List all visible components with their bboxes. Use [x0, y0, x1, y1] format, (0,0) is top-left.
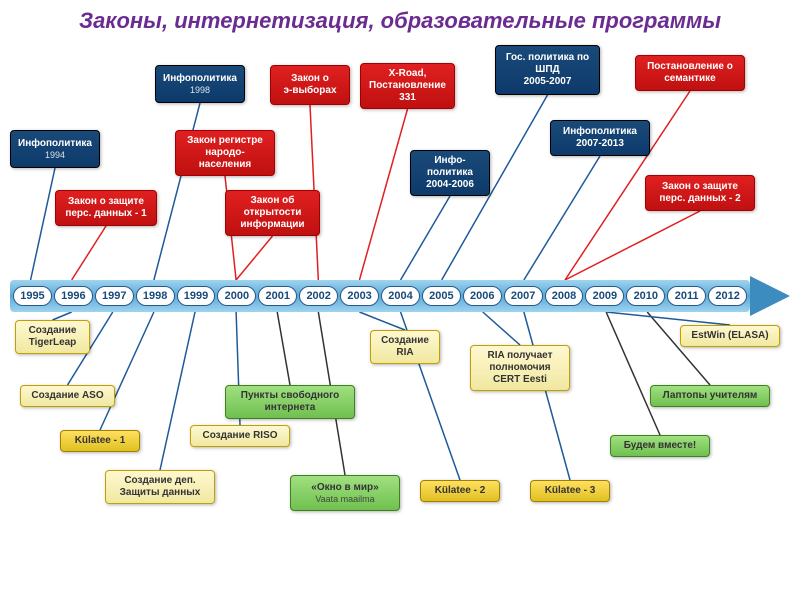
- node-kulatee1: Külatee - 1: [60, 430, 140, 452]
- timeline: 1995199619971998199920002001200220032004…: [10, 280, 790, 312]
- page-title: Законы, интернетизация, образовательные …: [0, 8, 800, 34]
- node-sublabel: Vaata maailma: [315, 494, 374, 505]
- node-semantic: Постановление осемантике: [635, 55, 745, 91]
- node-infopol94: Инфополитика1994: [10, 130, 100, 168]
- node-label: Пункты свободногоинтернета: [241, 390, 340, 414]
- node-label: Закон о защитеперс. данных - 2: [659, 181, 740, 205]
- node-dept: Создание деп.Защиты данных: [105, 470, 215, 504]
- year-2000: 2000: [217, 286, 256, 306]
- year-2010: 2010: [626, 286, 665, 306]
- year-2007: 2007: [504, 286, 543, 306]
- node-pd2: Закон о защитеперс. данных - 2: [645, 175, 755, 211]
- year-2003: 2003: [340, 286, 379, 306]
- node-kulatee3: Külatee - 3: [530, 480, 610, 502]
- year-2001: 2001: [258, 286, 297, 306]
- node-freeinet: Пункты свободногоинтернета: [225, 385, 355, 419]
- node-label: Создание деп.Защиты данных: [120, 475, 201, 499]
- year-2002: 2002: [299, 286, 338, 306]
- node-xroad: X-Road,Постановление331: [360, 63, 455, 109]
- node-openinfo: Закон оботкрытостиинформации: [225, 190, 320, 236]
- node-label: X-Road,Постановление331: [369, 68, 446, 104]
- node-label: RIA получаетполномочияCERT Eesti: [487, 350, 552, 386]
- timeline-bar: 1995199619971998199920002001200220032004…: [10, 280, 750, 312]
- node-label: Инфополитика: [163, 73, 237, 85]
- node-label: Создание ASO: [31, 390, 103, 402]
- node-riso: Создание RISO: [190, 425, 290, 447]
- node-label: Будем вместе!: [624, 440, 697, 452]
- node-vaata: «Окно в мир»Vaata maailma: [290, 475, 400, 511]
- year-2011: 2011: [667, 286, 706, 306]
- node-label: Инфополитика2007-2013: [563, 126, 637, 150]
- year-2008: 2008: [545, 286, 584, 306]
- node-sublabel: 1998: [190, 85, 210, 96]
- node-label: Külatee - 1: [75, 435, 126, 447]
- node-label: Создание RISO: [202, 430, 277, 442]
- node-tigerleap: СозданиеTigerLeap: [15, 320, 90, 354]
- node-pd1: Закон о защитеперс. данных - 1: [55, 190, 157, 226]
- timeline-arrow-icon: [750, 276, 790, 316]
- node-registr: Закон регистренародо-населения: [175, 130, 275, 176]
- node-label: Инфо-политика2004-2006: [426, 155, 474, 191]
- year-2012: 2012: [708, 286, 747, 306]
- node-sublabel: 1994: [45, 150, 65, 161]
- node-label: EstWin (ELASA): [691, 330, 768, 342]
- node-estwin: EstWin (ELASA): [680, 325, 780, 347]
- node-label: Постановление осемантике: [647, 61, 733, 85]
- year-1998: 1998: [136, 286, 175, 306]
- node-budem: Будем вместе!: [610, 435, 710, 457]
- node-label: Закон о защитеперс. данных - 1: [65, 196, 146, 220]
- year-2005: 2005: [422, 286, 461, 306]
- node-label: «Окно в мир»: [311, 482, 378, 494]
- node-label: Külatee - 3: [545, 485, 596, 497]
- node-laptops: Лаптопы учителям: [650, 385, 770, 407]
- year-1999: 1999: [177, 286, 216, 306]
- node-cert: RIA получаетполномочияCERT Eesti: [470, 345, 570, 391]
- node-label: Закон оэ-выборах: [283, 73, 336, 97]
- node-infopol0406: Инфо-политика2004-2006: [410, 150, 490, 196]
- node-ria: СозданиеRIA: [370, 330, 440, 364]
- year-2009: 2009: [585, 286, 624, 306]
- node-label: Закон регистренародо-населения: [187, 135, 263, 171]
- year-2006: 2006: [463, 286, 502, 306]
- node-label: Закон оботкрытостиинформации: [240, 195, 304, 231]
- node-infopol0713: Инфополитика2007-2013: [550, 120, 650, 156]
- year-2004: 2004: [381, 286, 420, 306]
- node-aso: Создание ASO: [20, 385, 115, 407]
- node-evote: Закон оэ-выборах: [270, 65, 350, 105]
- node-label: СозданиеRIA: [381, 335, 429, 359]
- node-label: Инфополитика: [18, 138, 92, 150]
- node-kulatee2: Külatee - 2: [420, 480, 500, 502]
- year-1997: 1997: [95, 286, 134, 306]
- year-1996: 1996: [54, 286, 93, 306]
- year-1995: 1995: [13, 286, 52, 306]
- node-shpd: Гос. политика поШПД2005-2007: [495, 45, 600, 95]
- node-label: СозданиеTigerLeap: [29, 325, 77, 349]
- node-label: Лаптопы учителям: [663, 390, 758, 402]
- node-infopol98: Инфополитика1998: [155, 65, 245, 103]
- node-label: Külatee - 2: [435, 485, 486, 497]
- node-label: Гос. политика поШПД2005-2007: [506, 52, 589, 88]
